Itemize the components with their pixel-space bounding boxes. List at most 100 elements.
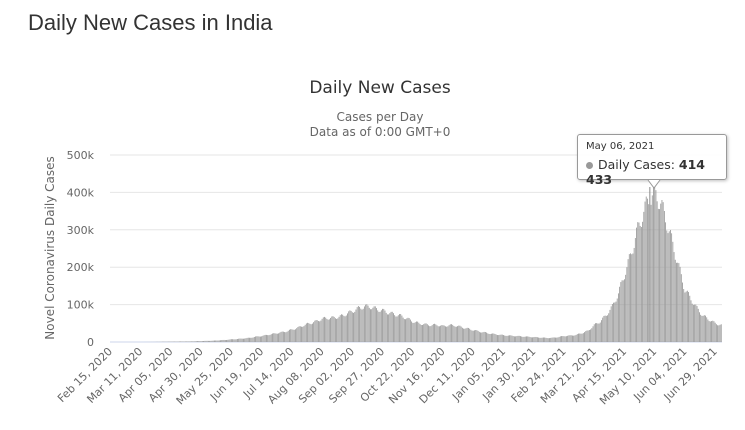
bar [632, 253, 634, 342]
bar [584, 332, 585, 342]
bar [187, 341, 189, 342]
bar [459, 325, 461, 342]
bar [238, 338, 240, 342]
y-tick-label: 100k [67, 299, 95, 312]
bar [281, 331, 283, 342]
bar [178, 341, 180, 342]
bar [536, 337, 538, 342]
bar [690, 300, 692, 342]
bar [603, 315, 605, 342]
bar [201, 341, 203, 342]
bar [328, 319, 330, 342]
bar [347, 313, 348, 342]
bar [580, 333, 582, 342]
bar [344, 316, 346, 342]
bar [713, 321, 715, 342]
bar [379, 311, 381, 342]
bar [552, 337, 554, 342]
bar [313, 322, 315, 342]
bar [290, 329, 292, 342]
bar [446, 326, 448, 342]
bar [280, 331, 282, 342]
bar [447, 326, 449, 342]
bar [619, 286, 621, 342]
bar [590, 329, 592, 342]
bar [302, 326, 304, 342]
bar [205, 340, 207, 342]
bar [193, 341, 195, 342]
bar [702, 315, 704, 342]
bar [308, 323, 310, 342]
bar [207, 340, 209, 342]
bar [385, 312, 387, 342]
bar [284, 332, 286, 342]
bar [579, 333, 581, 342]
bar [370, 309, 371, 342]
bar [668, 231, 670, 342]
bar [292, 329, 294, 342]
bar [269, 334, 271, 342]
bar [428, 325, 429, 342]
bar [262, 335, 264, 342]
bar [495, 334, 497, 342]
bar [547, 338, 549, 342]
bar [289, 329, 290, 342]
bar [563, 336, 565, 342]
bar [513, 336, 515, 342]
bar [582, 333, 584, 342]
bar [717, 325, 719, 342]
bar [233, 339, 235, 342]
bar [585, 331, 587, 342]
bar [266, 334, 267, 342]
bar [342, 314, 344, 342]
bar [570, 335, 572, 342]
bar [663, 210, 665, 342]
bar [607, 315, 608, 342]
bar [220, 340, 221, 342]
bar [243, 338, 244, 342]
bar [203, 340, 204, 342]
bar [253, 336, 255, 342]
bar [307, 322, 309, 342]
bar [544, 337, 546, 342]
tooltip-value: 414 433 [586, 157, 705, 187]
bar [412, 322, 414, 342]
bar [212, 340, 214, 342]
bar [405, 319, 406, 342]
bar [338, 316, 340, 342]
bar [474, 330, 475, 342]
bar [669, 229, 671, 342]
bar [700, 314, 702, 342]
bar [228, 339, 230, 342]
bar [567, 335, 569, 342]
bar [498, 335, 500, 342]
bar [216, 340, 218, 342]
bar [551, 337, 553, 342]
bar [651, 195, 653, 342]
bar [399, 314, 400, 342]
bar [378, 311, 380, 342]
chart-subtitle: Cases per Day [337, 110, 424, 124]
bar [701, 315, 703, 342]
bar [471, 330, 473, 342]
x-tick-label: Jun 29, 2021 [661, 345, 720, 404]
bar [699, 312, 700, 342]
bar [349, 310, 351, 342]
bar [666, 230, 668, 342]
bar [246, 337, 248, 342]
bar [261, 336, 263, 342]
bar [223, 339, 225, 342]
bar [363, 306, 365, 342]
bar [357, 306, 359, 342]
bar [226, 339, 227, 342]
bar [593, 324, 595, 342]
tooltip-date: May 06, 2021 [586, 141, 655, 152]
bar [621, 280, 623, 342]
bar [682, 282, 683, 342]
bar [235, 339, 237, 342]
bar [267, 335, 269, 342]
bar [626, 267, 628, 342]
bar [408, 318, 410, 342]
bar [469, 328, 471, 342]
bar [650, 204, 652, 342]
